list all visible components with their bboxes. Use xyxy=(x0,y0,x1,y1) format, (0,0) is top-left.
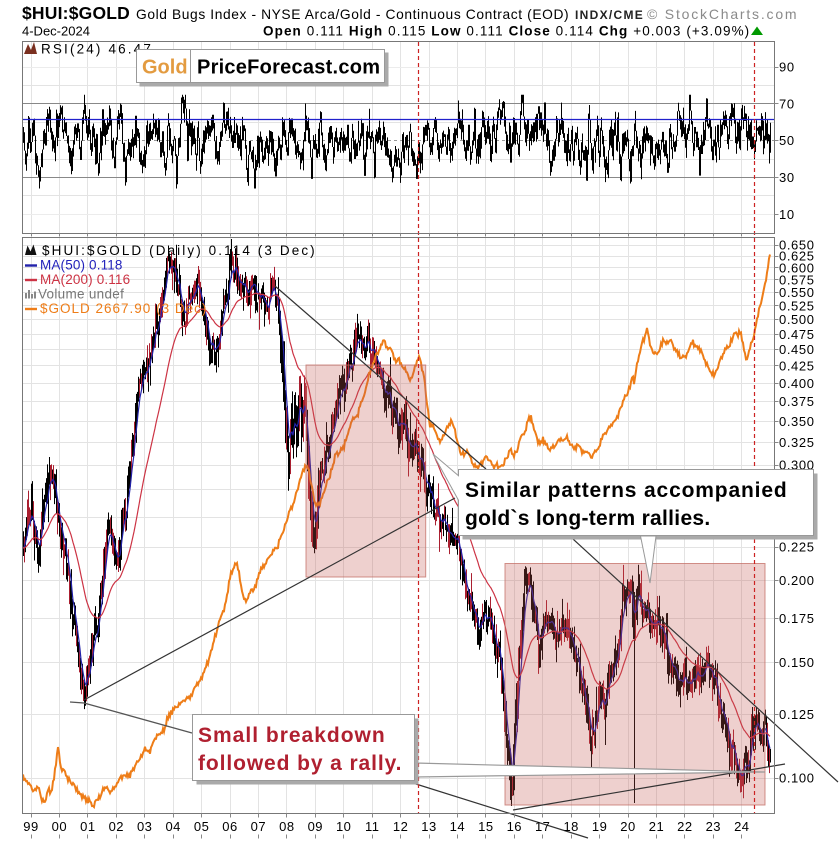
svg-text:11: 11 xyxy=(365,819,380,834)
svg-text:19: 19 xyxy=(592,819,607,834)
svg-text:Open 0.111 High 0.115 Low 0.11: Open 0.111 High 0.115 Low 0.111 Close 0.… xyxy=(263,24,750,39)
svg-text:07: 07 xyxy=(251,819,266,834)
svg-text:4-Dec-2024: 4-Dec-2024 xyxy=(22,24,90,39)
svg-text:0.450: 0.450 xyxy=(779,342,815,357)
svg-text:Similar patterns accompanied: Similar patterns accompanied xyxy=(465,479,788,502)
svg-text:Small breakdown: Small breakdown xyxy=(198,724,386,747)
svg-text:0.625: 0.625 xyxy=(779,249,815,264)
svg-text:15: 15 xyxy=(478,819,493,834)
svg-text:09: 09 xyxy=(308,819,323,834)
svg-text:RSI(24) 46.47: RSI(24) 46.47 xyxy=(41,42,153,57)
svg-text:03: 03 xyxy=(137,819,152,834)
svg-text:0.425: 0.425 xyxy=(779,359,815,374)
svg-text:24: 24 xyxy=(734,819,749,834)
svg-text:0.225: 0.225 xyxy=(779,540,815,555)
svg-text:16: 16 xyxy=(507,819,522,834)
svg-text:followed by a rally.: followed by a rally. xyxy=(198,752,402,775)
svg-text:0.325: 0.325 xyxy=(779,435,815,450)
svg-text:0.100: 0.100 xyxy=(779,771,815,786)
svg-text:Gold: Gold xyxy=(142,57,188,79)
svg-text:14: 14 xyxy=(450,819,465,834)
svg-text:0.550: 0.550 xyxy=(779,285,815,300)
svg-text:$HUI:$GOLD: $HUI:$GOLD xyxy=(22,3,130,23)
svg-text:MA(50) 0.118: MA(50) 0.118 xyxy=(40,258,123,273)
svg-text:INDX/CME: INDX/CME xyxy=(575,8,644,22)
svg-text:01: 01 xyxy=(80,819,95,834)
svg-text:20: 20 xyxy=(620,819,635,834)
svg-text:23: 23 xyxy=(706,819,721,834)
svg-text:0.525: 0.525 xyxy=(779,298,815,313)
svg-text:0.600: 0.600 xyxy=(779,260,815,275)
svg-text:0.575: 0.575 xyxy=(779,272,815,287)
svg-text:Volume undef: Volume undef xyxy=(38,287,124,302)
svg-text:$GOLD 2667.90 (3 Dec): $GOLD 2667.90 (3 Dec) xyxy=(40,301,207,316)
svg-text:© StockCharts.com: © StockCharts.com xyxy=(647,6,798,22)
svg-text:70: 70 xyxy=(779,96,795,111)
svg-text:Gold Bugs Index - NYSE Arca/Go: Gold Bugs Index - NYSE Arca/Gold - Conti… xyxy=(136,7,569,22)
svg-text:05: 05 xyxy=(194,819,209,834)
svg-text:50: 50 xyxy=(779,133,795,148)
svg-text:06: 06 xyxy=(222,819,237,834)
svg-text:90: 90 xyxy=(779,60,795,75)
svg-text:0.400: 0.400 xyxy=(779,376,815,391)
svg-text:10: 10 xyxy=(779,207,795,222)
svg-text:0.475: 0.475 xyxy=(779,327,815,342)
svg-text:02: 02 xyxy=(109,819,124,834)
svg-text:0.500: 0.500 xyxy=(779,312,815,327)
svg-text:08: 08 xyxy=(279,819,294,834)
svg-text:04: 04 xyxy=(165,819,180,834)
svg-text:22: 22 xyxy=(677,819,692,834)
svg-text:12: 12 xyxy=(393,819,408,834)
svg-text:0.150: 0.150 xyxy=(779,655,815,670)
svg-text:MA(200) 0.116: MA(200) 0.116 xyxy=(40,272,130,287)
svg-text:0.125: 0.125 xyxy=(779,707,815,722)
svg-text:$HUI:$GOLD (Daily) 0.114 (3 De: $HUI:$GOLD (Daily) 0.114 (3 Dec) xyxy=(42,243,317,258)
svg-text:0.350: 0.350 xyxy=(779,414,815,429)
svg-text:13: 13 xyxy=(421,819,436,834)
svg-text:21: 21 xyxy=(649,819,664,834)
svg-text:PriceForecast.com: PriceForecast.com xyxy=(197,57,380,79)
svg-text:00: 00 xyxy=(52,819,67,834)
svg-text:0.300: 0.300 xyxy=(779,458,815,473)
svg-text:0.175: 0.175 xyxy=(779,611,815,626)
svg-text:gold`s long-term rallies.: gold`s long-term rallies. xyxy=(465,507,711,530)
svg-text:0.375: 0.375 xyxy=(779,394,815,409)
svg-text:0.200: 0.200 xyxy=(779,573,815,588)
svg-text:17: 17 xyxy=(535,819,550,834)
svg-text:30: 30 xyxy=(779,170,795,185)
svg-text:10: 10 xyxy=(336,819,351,834)
svg-text:18: 18 xyxy=(563,819,578,834)
svg-text:0.650: 0.650 xyxy=(779,238,815,253)
svg-text:99: 99 xyxy=(23,819,38,834)
